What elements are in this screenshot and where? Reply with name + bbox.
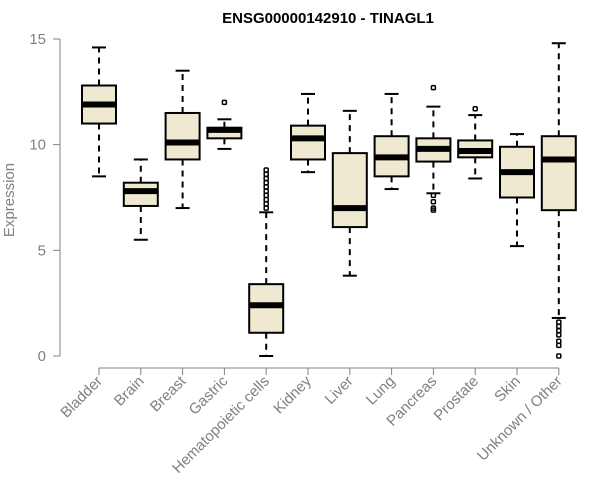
x-tick-label: Prostate: [430, 373, 482, 425]
box-pancreas: [415, 84, 452, 213]
box-bladder: [81, 46, 117, 178]
outlier-point: [263, 167, 269, 173]
x-tick-label: Brain: [111, 373, 148, 410]
outlier-point: [221, 99, 228, 106]
iqr-box: [540, 135, 577, 212]
outlier-point: [263, 175, 269, 182]
iqr-box: [290, 124, 326, 161]
outlier-point: [556, 327, 562, 334]
outlier-point: [556, 332, 562, 338]
outlier-point: [263, 171, 269, 178]
outlier-point: [556, 342, 562, 349]
outlier-point: [556, 353, 562, 359]
outlier-point: [472, 105, 478, 112]
y-tick-label: 5: [38, 242, 46, 259]
x-tick-label: Skin: [491, 373, 524, 406]
outlier-point: [556, 338, 562, 344]
iqr-box: [122, 181, 159, 207]
box-kidney: [290, 92, 326, 174]
outlier-point: [556, 323, 562, 330]
x-tick-label: Lung: [363, 373, 399, 409]
iqr-box: [331, 152, 368, 229]
box-unknown-other: [540, 42, 577, 359]
box-prostate: [457, 105, 494, 180]
y-tick-label: 0: [38, 348, 46, 365]
chart-title: ENSG00000142910 - TINAGL1: [222, 10, 434, 27]
outlier-point: [263, 188, 269, 194]
outlier-point: [263, 205, 269, 211]
box-hematopoietic-cells: [248, 167, 285, 357]
outlier-point: [556, 319, 562, 325]
box-lung: [373, 92, 410, 191]
box-liver: [331, 109, 368, 277]
x-tick-label: Liver: [322, 373, 357, 408]
box-skin: [499, 133, 535, 248]
x-tick-label: Breast: [147, 372, 190, 415]
y-axis: 0 5 10 15: [29, 31, 61, 365]
outlier-point: [430, 192, 437, 199]
boxes-group: [81, 42, 577, 359]
x-tick-label: Bladder: [57, 373, 106, 422]
outlier-point: [430, 198, 437, 205]
outlier-point: [430, 84, 437, 91]
iqr-box: [248, 283, 285, 334]
outlier-point: [263, 201, 269, 207]
outlier-point: [263, 179, 269, 186]
box-brain: [122, 158, 159, 241]
box-breast: [164, 69, 201, 210]
box-gastric: [206, 99, 243, 150]
outlier-point: [263, 192, 269, 199]
iqr-box: [164, 111, 201, 161]
y-tick-label: 10: [29, 137, 46, 154]
y-tick-label: 15: [29, 31, 46, 48]
outlier-point: [263, 196, 269, 203]
outlier-point: [263, 184, 269, 190]
outlier-point: [430, 207, 437, 213]
x-tick-label: Kidney: [270, 372, 315, 417]
y-axis-label: Expression: [1, 163, 18, 237]
